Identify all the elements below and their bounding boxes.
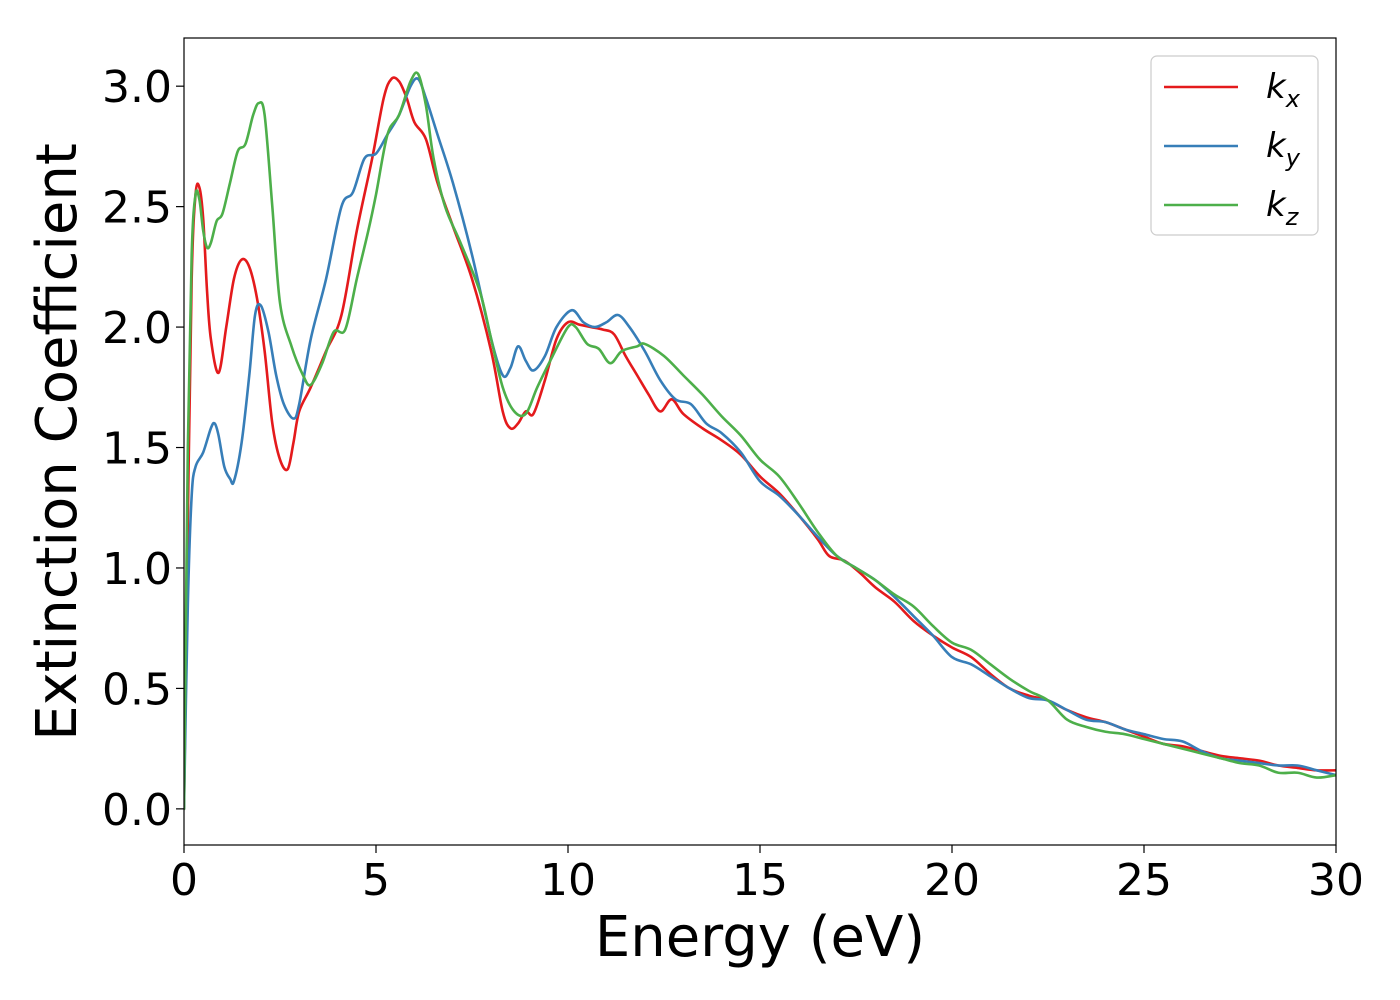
x-tick-label: 30	[1308, 855, 1364, 906]
x-tick-label: 20	[924, 855, 980, 906]
series-line-ky	[184, 77, 1336, 811]
y-tick-label: 1.5	[102, 424, 172, 475]
legend-label-ky: ky	[1266, 126, 1301, 172]
legend-label-kz: kz	[1266, 185, 1300, 231]
y-tick-label: 1.0	[102, 544, 172, 595]
x-tick-label: 5	[362, 855, 390, 906]
y-axis-title: Extinction Coefficient	[25, 143, 90, 741]
series-line-kz	[184, 71, 1336, 811]
y-tick-label: 0.5	[102, 664, 172, 715]
legend: kx ky kz	[1150, 55, 1319, 236]
y-tick-label: 0.0	[102, 785, 172, 836]
y-tick-label: 3.0	[102, 62, 172, 113]
x-tick-label: 15	[732, 855, 788, 906]
x-tick-label: 0	[170, 855, 198, 906]
series-layer	[184, 71, 1336, 811]
x-tick-label: 25	[1116, 855, 1172, 906]
legend-label-kx: kx	[1266, 67, 1301, 113]
y-axis-ticks: 0.0 0.5 1.0 1.5 2.0 2.5 3.0	[102, 62, 184, 836]
x-tick-label: 10	[540, 855, 596, 906]
x-axis-ticks: 0 5 10 15 20 25 30	[170, 845, 1364, 906]
y-tick-label: 2.0	[102, 303, 172, 354]
x-axis-title: Energy (eV)	[595, 905, 925, 970]
y-tick-label: 2.5	[102, 183, 172, 234]
